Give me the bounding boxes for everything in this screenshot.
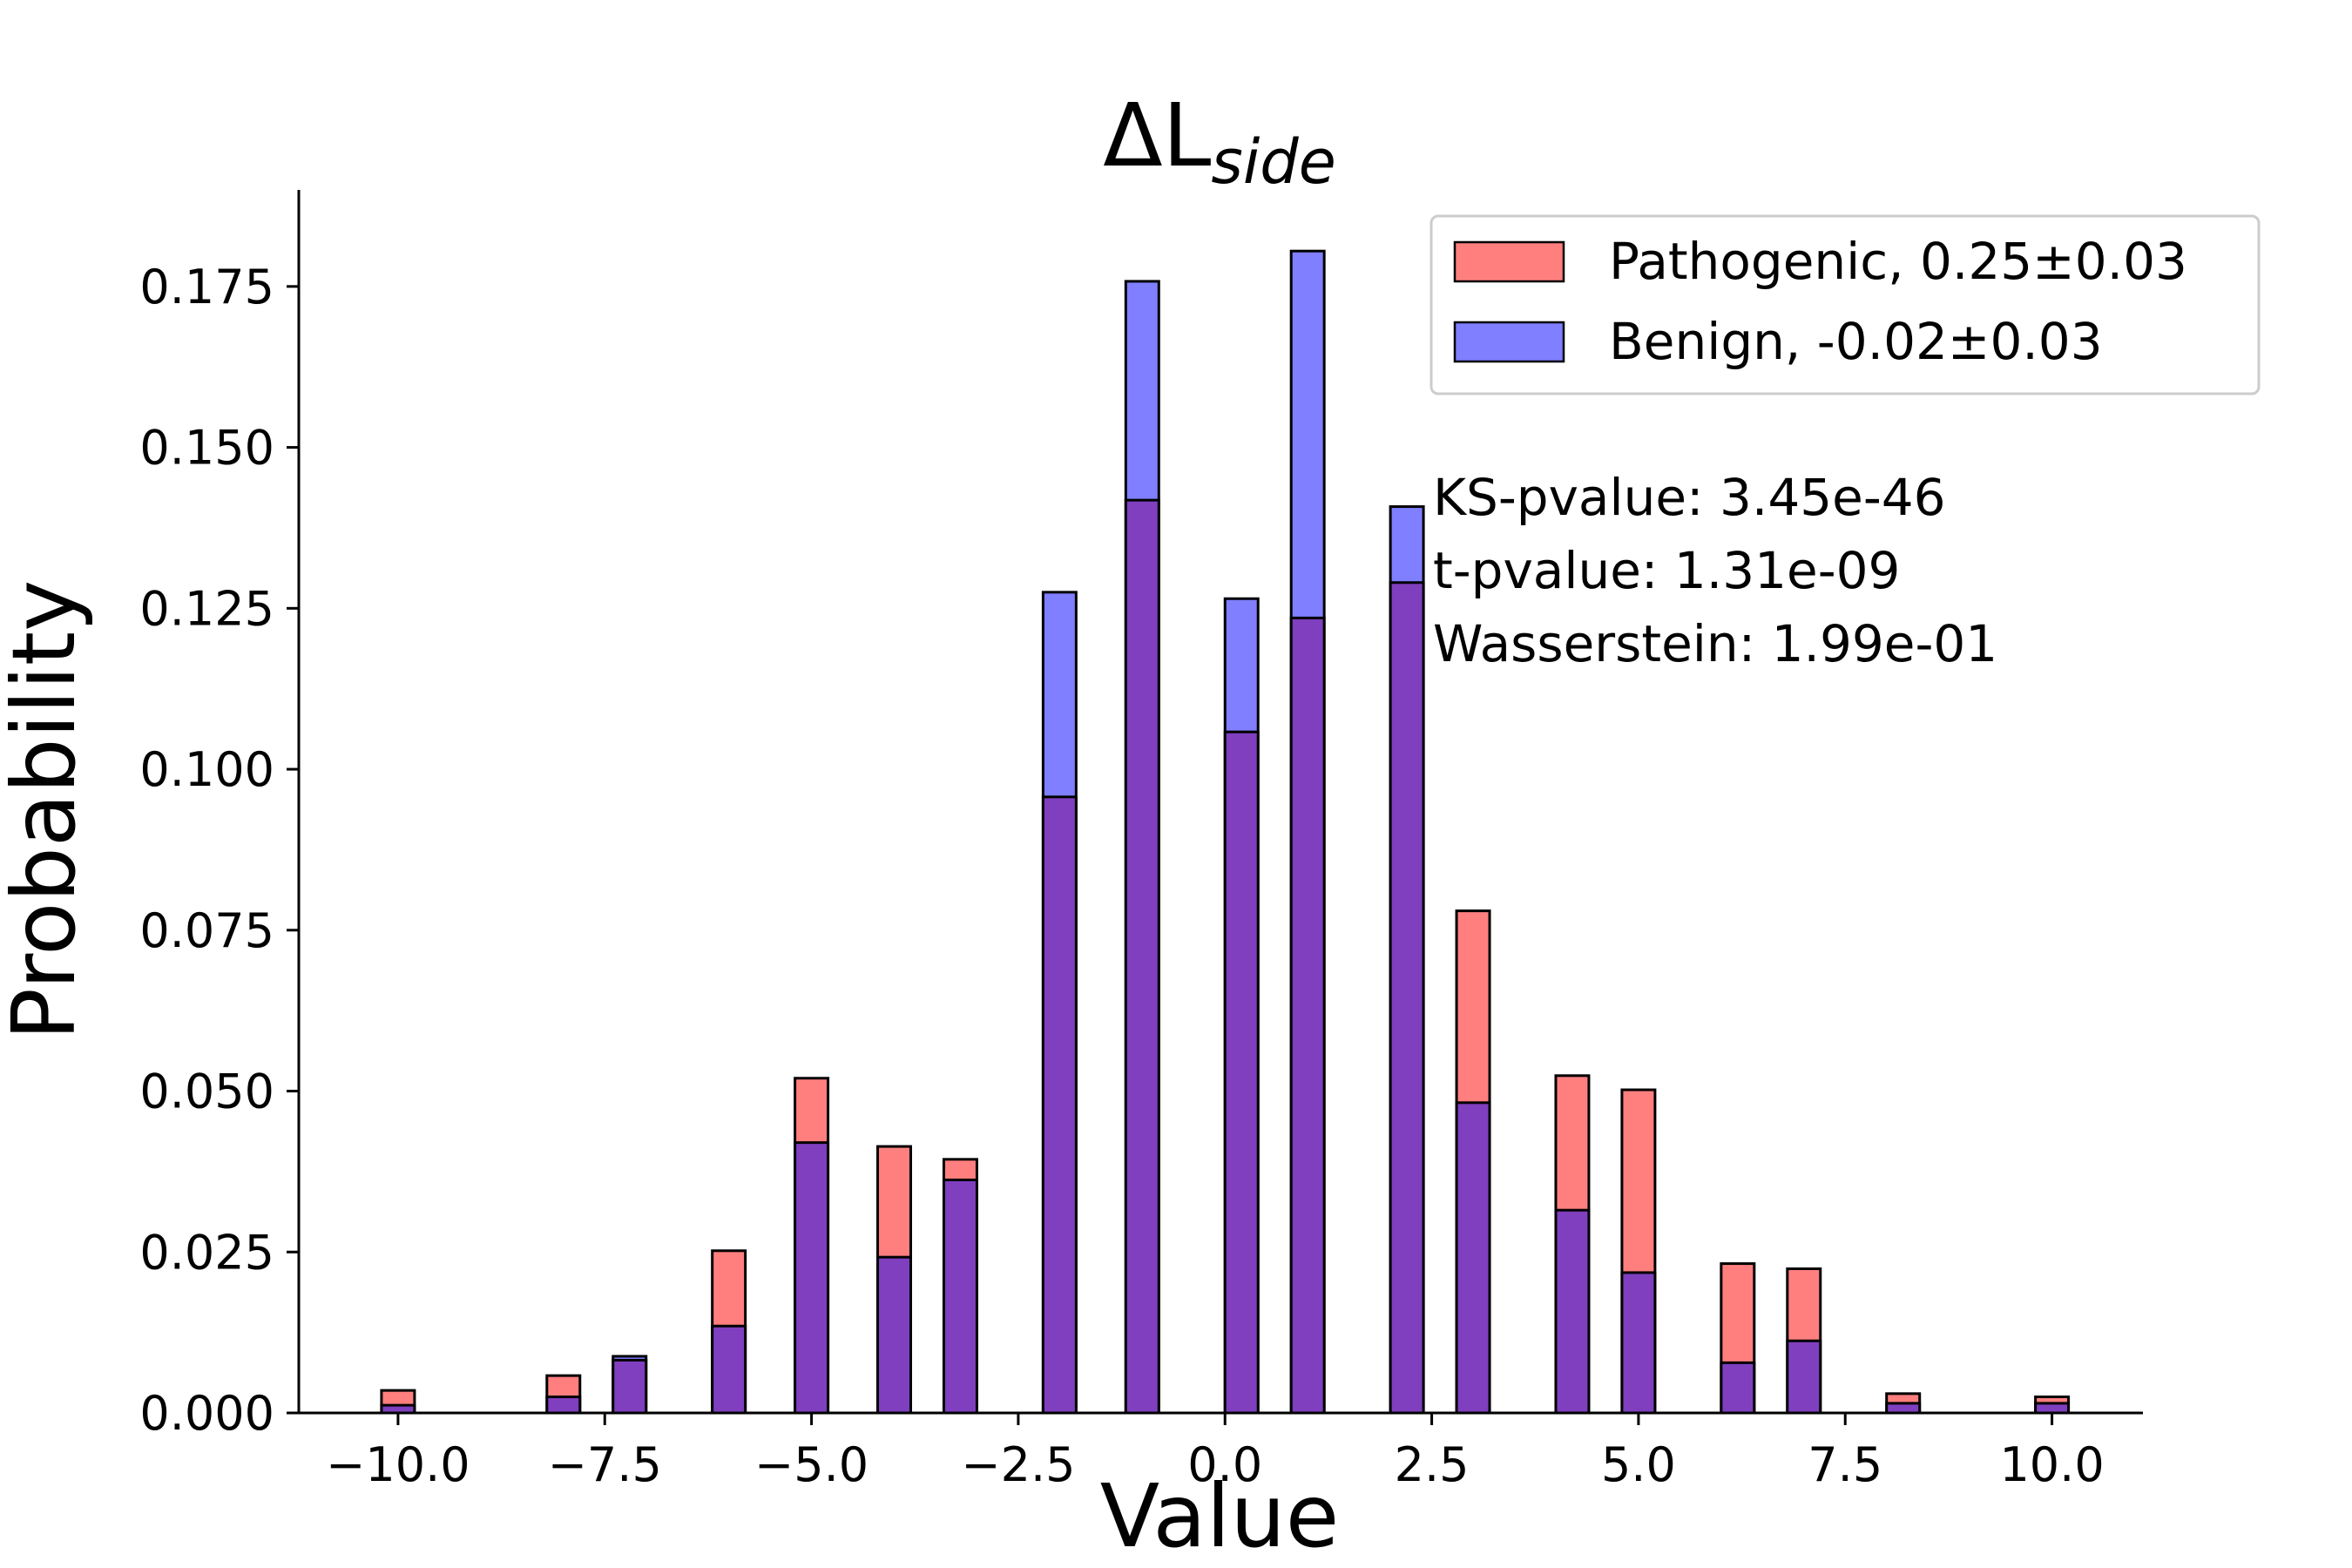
x-tick-label: 0.0 [1187, 1437, 1262, 1492]
legend-swatch-pathogenic [1453, 240, 1565, 283]
legend-label-pathogenic: Pathogenic, 0.25±0.03 [1609, 232, 2187, 291]
t-pvalue-annotation: t-pvalue: 1.31e-09 [1433, 541, 1900, 600]
x-tick-label: 10.0 [1999, 1437, 2104, 1492]
y-tick-label: 0.175 [139, 260, 274, 314]
x-tick-label: −10.0 [326, 1437, 470, 1492]
y-tick-label: 0.100 [139, 742, 274, 797]
overlap-bar [1223, 730, 1260, 1415]
y-tick-label: 0.075 [139, 903, 274, 958]
overlap-bar [876, 1255, 913, 1415]
x-tick-label: 5.0 [1601, 1437, 1676, 1492]
y-tick-label: 0.000 [139, 1386, 274, 1441]
overlap-bar [1620, 1271, 1657, 1415]
overlap-bar [1041, 795, 1078, 1415]
bars-layer [380, 249, 2071, 1415]
overlap-bar [711, 1324, 747, 1415]
y-tick-label: 0.050 [139, 1064, 274, 1119]
chart-title-main: ΔL [1103, 84, 1211, 186]
y-tick-label: 0.150 [139, 421, 274, 476]
overlap-bar [794, 1141, 830, 1415]
ks-pvalue-annotation: KS-pvalue: 3.45e-46 [1433, 468, 1946, 527]
y-tick-label: 0.125 [139, 581, 274, 636]
legend-label-benign: Benign, -0.02±0.03 [1609, 312, 2103, 371]
x-tick-label: −2.5 [961, 1437, 1075, 1492]
wasserstein-annotation: Wasserstein: 1.99e-01 [1433, 614, 1997, 673]
x-tick-label: −5.0 [754, 1437, 868, 1492]
overlap-bar [545, 1396, 582, 1415]
overlap-bar [1124, 498, 1160, 1415]
y-tick-label: 0.025 [139, 1225, 274, 1280]
overlap-bar [1786, 1339, 1822, 1415]
legend-swatch-benign [1453, 321, 1565, 363]
x-tick-label: −7.5 [548, 1437, 662, 1492]
overlap-bar [1554, 1208, 1591, 1415]
overlap-bar [942, 1179, 978, 1415]
overlap-bar [1885, 1402, 1922, 1415]
y-tick-group: 0.000 0.025 0.050 0.075 0.100 0.125 0.150 0.175 [139, 260, 299, 1441]
overlap-bar [2034, 1402, 2071, 1415]
chart-title: ΔLside [1103, 84, 1336, 198]
overlap-bar [1720, 1361, 1756, 1415]
x-tick-label: 2.5 [1395, 1437, 1470, 1492]
overlap-bar [1389, 581, 1425, 1415]
overlap-bar [612, 1358, 648, 1415]
legend: Pathogenic, 0.25±0.03 Benign, -0.02±0.03 [1429, 214, 2261, 395]
x-tick-group: −10.0 −7.5 −5.0 −2.5 0.0 2.5 5.0 7.5 10.0 [326, 1413, 2105, 1492]
x-axis-title: Value [1100, 1465, 1340, 1567]
chart-title-subscript: side [1211, 126, 1335, 198]
legend-frame [1429, 214, 2261, 395]
x-tick-label: 7.5 [1808, 1437, 1882, 1492]
y-axis-title: Probability [0, 580, 95, 1041]
overlap-bar [1289, 616, 1326, 1415]
overlap-bar [1455, 1101, 1491, 1415]
